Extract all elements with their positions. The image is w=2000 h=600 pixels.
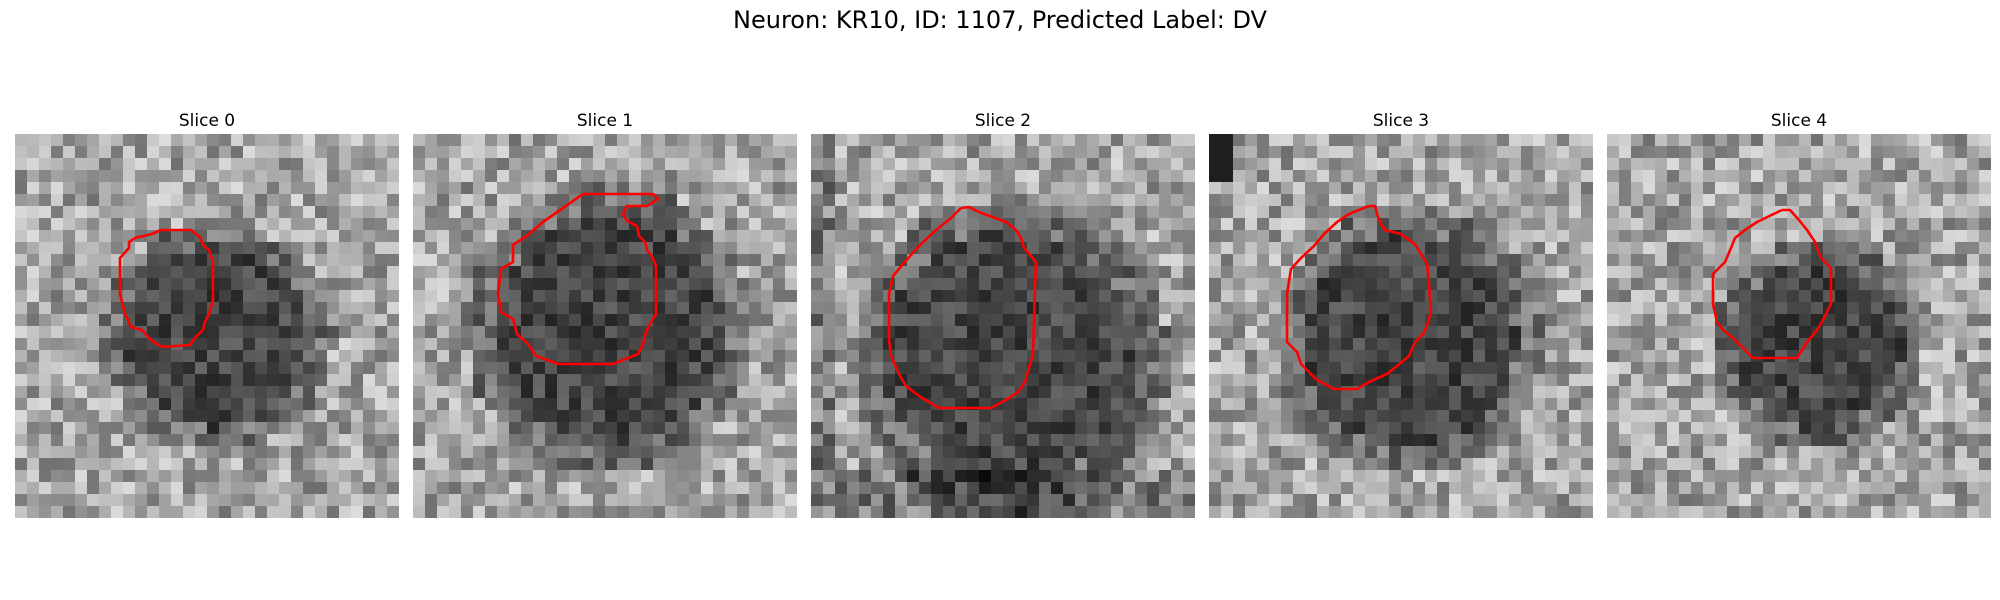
slice-title: Slice 4 — [1770, 111, 1828, 131]
pixel-grid — [413, 134, 797, 518]
slice-panel-2: Slice 2 — [811, 108, 1195, 518]
segmentation-contour — [496, 192, 660, 366]
slice-panel-1: Slice 1 — [413, 108, 797, 518]
slice-title: Slice 1 — [576, 111, 634, 131]
slice-image-4 — [1607, 134, 1991, 518]
slice-title: Slice 0 — [178, 111, 236, 131]
slice-image-2 — [811, 134, 1195, 518]
slice-panel-0: Slice 0 — [15, 108, 399, 518]
slice-panel-3: Slice 3 — [1209, 108, 1593, 518]
slice-title: Slice 3 — [1372, 111, 1430, 131]
slice-image-3 — [1209, 134, 1593, 518]
pixel-grid — [1209, 134, 1593, 518]
segmentation-contour — [887, 205, 1038, 410]
pixel-grid — [811, 134, 1195, 518]
pixel-grid — [1607, 134, 1991, 518]
figure-title: Neuron: KR10, ID: 1107, Predicted Label:… — [733, 6, 1267, 34]
segmentation-contour — [118, 228, 215, 349]
slice-image-0 — [15, 134, 399, 518]
slice-image-1 — [413, 134, 797, 518]
slice-panel-4: Slice 4 — [1607, 108, 1991, 518]
segmentation-contour — [1711, 208, 1833, 360]
pixel-grid — [15, 134, 399, 518]
slice-title: Slice 2 — [974, 111, 1032, 131]
segmentation-contour — [1285, 204, 1433, 391]
